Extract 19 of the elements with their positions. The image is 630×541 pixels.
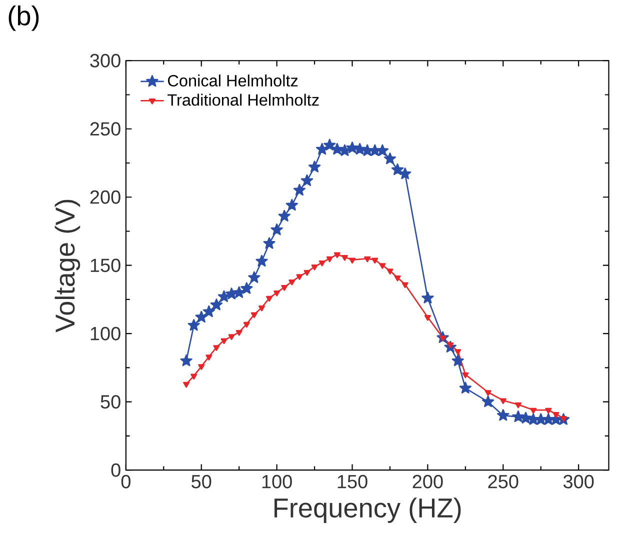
y-tick-label: 0 (111, 463, 120, 477)
y-tick-label: 50 (100, 395, 120, 408)
x-tick-label: 150 (338, 474, 368, 488)
x-axis-title: Frequency (HZ) (274, 498, 461, 523)
x-tick-label: 100 (262, 474, 292, 488)
text: (b) (8, 5, 39, 31)
x-tick-label: 200 (412, 474, 443, 488)
y-tick-label: 100 (90, 326, 120, 340)
legend-label: Traditional Helmholtz (168, 94, 319, 106)
y-axis-title: Voltage (V) (54, 200, 80, 332)
x-tick-label: 50 (192, 474, 212, 488)
x-tick-label: 300 (563, 474, 594, 488)
x-tick-label: 250 (488, 474, 518, 488)
x-tick-label: 0 (121, 474, 130, 488)
y-tick-label: 150 (90, 258, 120, 272)
y-tick-label: 300 (90, 54, 120, 68)
y-tick-label: 250 (90, 122, 120, 136)
y-tick-label: 200 (90, 190, 120, 204)
legend-label: Conical Helmholtz (168, 74, 298, 86)
